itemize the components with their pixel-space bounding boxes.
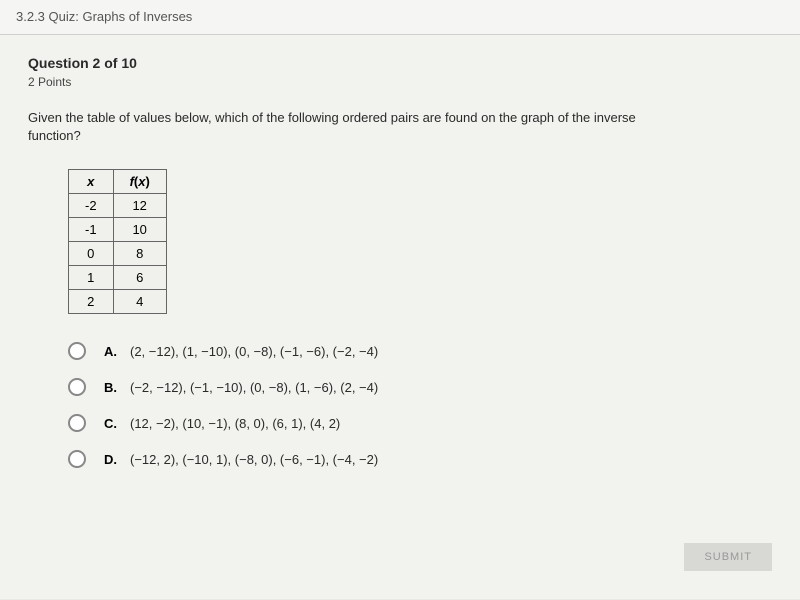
- radio-a[interactable]: [68, 342, 86, 360]
- table-cell: 2: [69, 290, 114, 314]
- option-letter-a: A.: [104, 344, 122, 359]
- table-cell: -1: [69, 218, 114, 242]
- table-cell: 6: [113, 266, 166, 290]
- table-cell: -2: [69, 194, 114, 218]
- content-area: Question 2 of 10 2 Points Given the tabl…: [0, 35, 800, 599]
- option-text-d: (−12, 2), (−10, 1), (−8, 0), (−6, −1), (…: [130, 452, 378, 467]
- table-row: 0 8: [69, 242, 167, 266]
- option-c[interactable]: C. (12, −2), (10, −1), (8, 0), (6, 1), (…: [68, 414, 772, 432]
- values-table: x f(x) -2 12 -1 10 0 8 1 6 2 4: [68, 169, 167, 314]
- option-d[interactable]: D. (−12, 2), (−10, 1), (−8, 0), (−6, −1)…: [68, 450, 772, 468]
- radio-c[interactable]: [68, 414, 86, 432]
- radio-b[interactable]: [68, 378, 86, 396]
- option-a[interactable]: A. (2, −12), (1, −10), (0, −8), (−1, −6)…: [68, 342, 772, 360]
- option-letter-d: D.: [104, 452, 122, 467]
- table-cell: 0: [69, 242, 114, 266]
- header-bar: 3.2.3 Quiz: Graphs of Inverses: [0, 0, 800, 35]
- table-cell: 8: [113, 242, 166, 266]
- table-cell: 12: [113, 194, 166, 218]
- option-text-b: (−2, −12), (−1, −10), (0, −8), (1, −6), …: [130, 380, 378, 395]
- quiz-title: 3.2.3 Quiz: Graphs of Inverses: [16, 9, 192, 24]
- table-header-x: x: [69, 170, 114, 194]
- radio-d[interactable]: [68, 450, 86, 468]
- table-row: 2 4: [69, 290, 167, 314]
- table-cell: 4: [113, 290, 166, 314]
- table-cell: 10: [113, 218, 166, 242]
- points-label: 2 Points: [28, 75, 772, 89]
- table-row: -1 10: [69, 218, 167, 242]
- table-row: -2 12: [69, 194, 167, 218]
- option-letter-b: B.: [104, 380, 122, 395]
- table-cell: 1: [69, 266, 114, 290]
- option-letter-c: C.: [104, 416, 122, 431]
- option-b[interactable]: B. (−2, −12), (−1, −10), (0, −8), (1, −6…: [68, 378, 772, 396]
- question-prompt: Given the table of values below, which o…: [28, 109, 648, 145]
- submit-button[interactable]: SUBMIT: [684, 543, 772, 571]
- option-text-a: (2, −12), (1, −10), (0, −8), (−1, −6), (…: [130, 344, 378, 359]
- question-number: Question 2 of 10: [28, 55, 772, 71]
- option-text-c: (12, −2), (10, −1), (8, 0), (6, 1), (4, …: [130, 416, 340, 431]
- table-header-fx: f(x): [113, 170, 166, 194]
- table-row: 1 6: [69, 266, 167, 290]
- options-container: A. (2, −12), (1, −10), (0, −8), (−1, −6)…: [68, 342, 772, 468]
